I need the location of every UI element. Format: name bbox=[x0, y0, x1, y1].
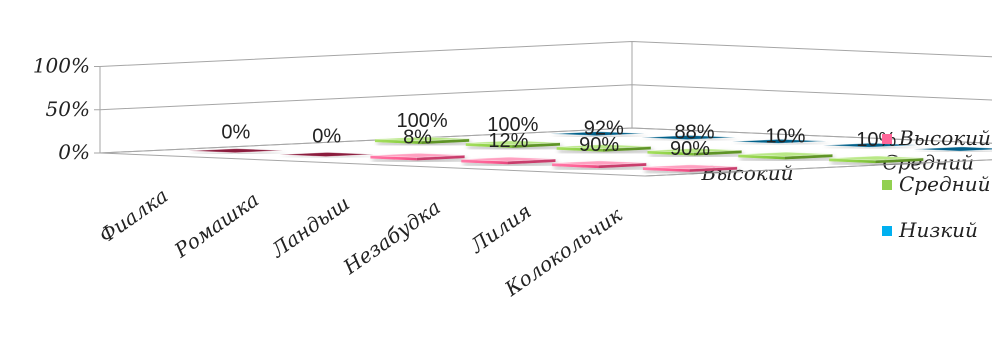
category-label: Ландыш bbox=[266, 191, 354, 263]
bar-top bbox=[465, 140, 561, 146]
bar-Низкий-4 bbox=[913, 146, 992, 152]
gridline-100 bbox=[99, 40, 992, 67]
category-label: Фиалка bbox=[95, 183, 173, 247]
data-label: 90% bbox=[670, 138, 710, 160]
bar-Высокий-0 bbox=[188, 148, 283, 154]
bar-top bbox=[647, 147, 742, 153]
category-label: Ромашка bbox=[169, 187, 263, 263]
bars bbox=[188, 131, 992, 172]
bar-side bbox=[875, 157, 924, 164]
floor-outline bbox=[99, 127, 992, 177]
bar-top bbox=[732, 138, 827, 144]
bar-side bbox=[784, 154, 833, 160]
legend-swatch-high bbox=[882, 134, 892, 144]
bar-Средний-5 bbox=[829, 155, 924, 164]
bar-front bbox=[647, 150, 694, 156]
legend-label-low: Низкий bbox=[899, 218, 978, 242]
legend-swatch-low bbox=[882, 226, 892, 236]
bar-Средний-2 bbox=[556, 144, 651, 152]
data-label: 88% bbox=[675, 121, 715, 143]
data-label: 100% bbox=[487, 114, 538, 136]
bar-front bbox=[829, 158, 876, 164]
bar-Высокий-2 bbox=[370, 152, 465, 161]
bar-top bbox=[738, 151, 833, 157]
bar-side bbox=[512, 142, 560, 148]
y-tick-label: 50% bbox=[46, 97, 90, 121]
bar-Низкий-2 bbox=[732, 138, 827, 144]
bar-front bbox=[642, 166, 690, 172]
bar-Низкий-0 bbox=[550, 131, 645, 137]
bar-top bbox=[461, 156, 556, 162]
bar-Низкий-3 bbox=[822, 142, 918, 148]
data-label: 10% bbox=[765, 125, 805, 147]
legend-label-high: Высокий bbox=[899, 126, 991, 150]
bar-Средний-3 bbox=[647, 147, 742, 156]
bar-Средний-4 bbox=[738, 151, 833, 160]
y-tick-label: 100% bbox=[33, 54, 90, 78]
bar-top bbox=[188, 148, 283, 154]
bar-top bbox=[374, 136, 470, 142]
bar-top bbox=[556, 144, 651, 150]
data-label: 0% bbox=[312, 126, 341, 148]
data-label: 90% bbox=[579, 134, 619, 156]
bar-side bbox=[689, 166, 738, 172]
bar-front bbox=[461, 159, 508, 165]
bar-front bbox=[738, 154, 785, 160]
data-label: 92% bbox=[584, 118, 624, 140]
data-label: 0% bbox=[221, 122, 250, 144]
category-label: Лилия bbox=[465, 199, 536, 258]
bar-top bbox=[550, 131, 645, 137]
bar-top bbox=[642, 164, 738, 170]
bar-side bbox=[507, 159, 556, 165]
bar-Средний-1 bbox=[465, 140, 561, 148]
bar-top bbox=[913, 146, 992, 152]
category-label: Незабудка bbox=[338, 195, 445, 280]
legend-label-medium: Средний bbox=[899, 172, 991, 196]
bar-side bbox=[693, 150, 742, 156]
bar-top bbox=[279, 151, 374, 158]
labels: 100% 100% 92% 88% 10% 10%0% 0% 8% 12% 90% 90%Фиалк… bbox=[95, 110, 897, 302]
bar-front bbox=[370, 155, 417, 161]
bar-Высокий-3 bbox=[461, 156, 556, 165]
gridline-50 bbox=[99, 84, 992, 111]
bar-front bbox=[465, 142, 513, 148]
data-label: 8% bbox=[403, 126, 432, 148]
bar-Высокий-1 bbox=[279, 151, 374, 158]
bar-top bbox=[829, 155, 924, 161]
bar-top bbox=[822, 142, 918, 148]
bar-top bbox=[552, 160, 647, 166]
bar-top bbox=[641, 134, 736, 141]
bar-front bbox=[374, 139, 422, 145]
bar-front bbox=[556, 146, 603, 152]
y-tick-label: 0% bbox=[58, 140, 90, 164]
bar-side bbox=[602, 146, 651, 152]
data-label: 100% bbox=[396, 110, 447, 132]
bar-Высокий-4 bbox=[552, 160, 647, 169]
chart-floor bbox=[99, 127, 992, 177]
bar-side bbox=[598, 162, 647, 169]
bar-side bbox=[416, 155, 465, 161]
bar-side bbox=[421, 138, 470, 145]
bar-Средний-0 bbox=[374, 136, 470, 145]
bar-top bbox=[370, 152, 465, 158]
bar-Низкий-1 bbox=[641, 134, 736, 141]
bar-Высокий-5 bbox=[642, 164, 738, 172]
legend-swatch-medium bbox=[882, 180, 892, 190]
bar-front bbox=[552, 163, 599, 169]
data-label: 12% bbox=[488, 130, 528, 152]
